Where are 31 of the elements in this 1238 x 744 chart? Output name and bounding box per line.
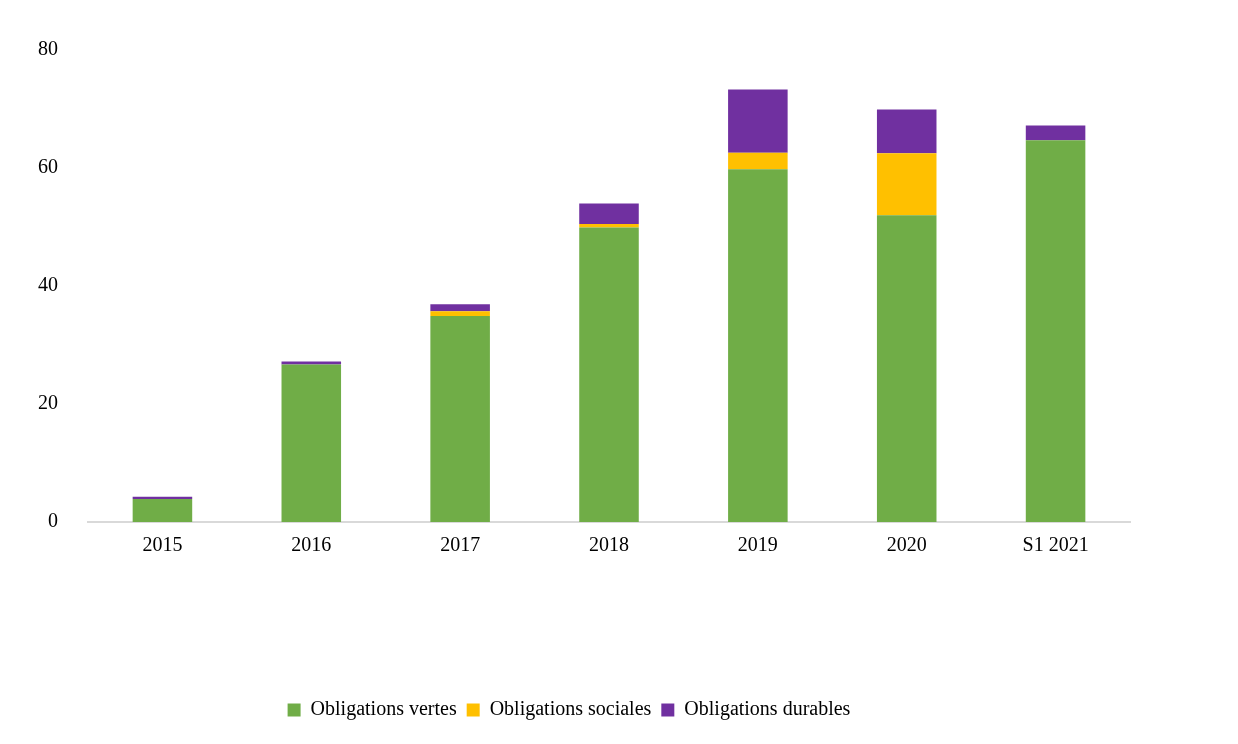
bar [579, 224, 639, 228]
legend-label: Obligations vertes [310, 697, 457, 721]
bar [1025, 140, 1086, 522]
x-tick-label: 2018 [589, 533, 629, 556]
x-tick-label: 2019 [737, 533, 778, 556]
bar [579, 227, 639, 522]
y-tick-label: 20 [38, 391, 58, 414]
bar [728, 152, 788, 170]
bar [876, 109, 937, 154]
x-tick-label: 2016 [291, 533, 332, 556]
bar [876, 153, 937, 216]
bar [430, 311, 490, 317]
legend-label: Obligations sociales [489, 697, 652, 721]
y-tick-label: 80 [38, 37, 58, 60]
bar [728, 89, 788, 153]
bar [1025, 125, 1086, 141]
bar [876, 215, 937, 522]
y-tick-label: 60 [38, 155, 58, 178]
bar [579, 203, 639, 225]
bar [132, 498, 193, 522]
x-tick-label: 2017 [440, 533, 481, 556]
bar [430, 304, 490, 312]
bar [430, 316, 490, 522]
x-tick-label: 2015 [142, 533, 183, 556]
bar [281, 364, 342, 522]
legend-label: Obligations durables [684, 697, 851, 721]
y-tick-label: 40 [38, 273, 58, 296]
y-tick-label: 0 [48, 509, 58, 532]
bar [728, 169, 788, 522]
x-tick-label: S1 2021 [1022, 533, 1089, 556]
x-tick-label: 2020 [886, 533, 927, 556]
